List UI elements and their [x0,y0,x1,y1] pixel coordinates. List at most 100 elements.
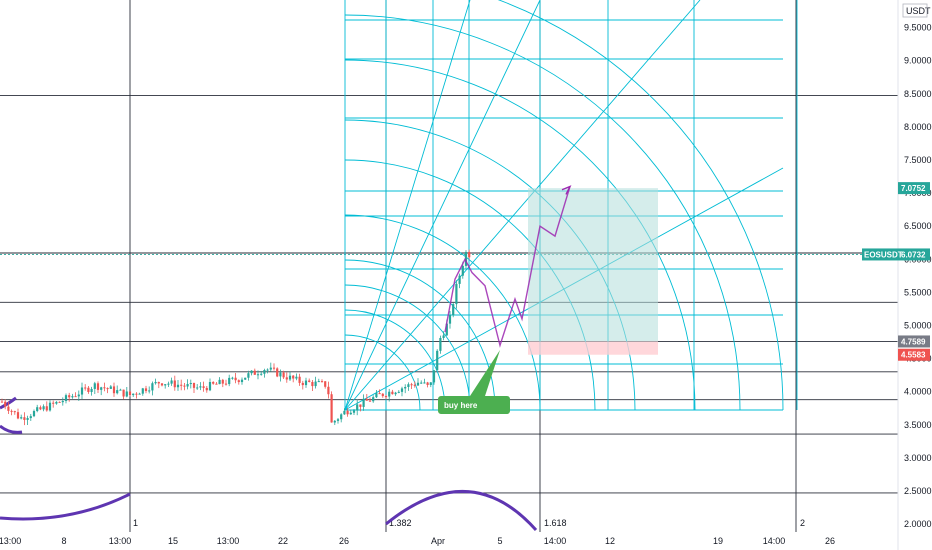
price-tick-label: 4.0000 [904,387,932,397]
price-tick-label: 8.5000 [904,89,932,99]
time-tick-label: 14:00 [544,536,567,546]
candle-body [119,389,122,391]
price-tick-label: 9.5000 [904,23,932,33]
candle-body [23,417,26,420]
candle-body [212,382,215,384]
candle-body [413,384,416,386]
candle-body [324,381,327,387]
fib-arc [497,0,784,411]
candle-body [13,411,16,413]
candle-body [375,393,378,398]
candle-body [340,414,343,420]
candle-body [93,383,96,389]
candle-body [368,400,372,402]
candle-body [87,387,90,392]
candle-body [285,377,288,380]
candle-body [426,382,429,385]
candle-body [164,384,167,386]
candle-body [135,393,138,395]
candle-body [55,401,58,404]
candle-body [298,376,301,383]
stop-price-badge-bg [898,348,930,361]
candle-body [112,386,116,394]
fib-arc [344,214,541,411]
candle-body [151,383,154,391]
time-tick-label: 13:00 [217,536,240,546]
candle-body [381,393,384,397]
candle-body [144,388,148,392]
candle-body [64,395,68,402]
candle-body [234,377,237,381]
candle-body [125,391,128,397]
candle-body [320,381,324,383]
candle-body [468,251,471,258]
candle-body [266,369,269,371]
candle-body [116,390,119,394]
candle-body [404,386,407,389]
time-axis[interactable]: 13:00 8 13:00 15 13:00 22 26 Apr 5 14:00 12 19 14:00… [0,536,835,546]
candle-body [372,397,375,402]
candle-body [42,406,45,410]
entry-price-badge-bg [898,335,930,348]
time-tick-label: 12 [605,536,615,546]
candle-body [391,391,394,395]
price-tick-label: 2.0000 [904,519,932,529]
candle-body [410,384,413,386]
candle-body [237,380,240,383]
fib-time-label: 1 [133,518,138,528]
price-tick-label: 6.5000 [904,221,932,231]
time-tick-label: 26 [339,536,349,546]
fib-arc [344,59,696,411]
candle-body [336,419,340,421]
fib-time-label: 1.382 [389,518,412,528]
candle-body [253,370,256,375]
candle-body [432,370,436,383]
candle-body [263,369,266,374]
candle-body [192,382,196,388]
candle-body [461,265,464,276]
time-tick-label: 14:00 [763,536,786,546]
candle-body [247,373,250,378]
profit-zone [528,188,658,342]
candle-body [4,401,7,407]
candle-body [346,410,349,415]
candle-body [304,380,308,386]
candle-body [407,384,410,387]
fib-fan-line [344,0,701,411]
forecast-line [444,186,571,348]
candle-body [464,251,468,266]
candle-body [240,379,244,383]
candle-body [96,383,100,390]
price-tick-label: 9.0000 [904,56,932,66]
candle-body [39,407,42,410]
target-price-badge-bg [898,182,930,195]
time-tick-label: 15 [168,536,178,546]
candle-body [333,420,336,423]
position-zones [528,188,658,355]
cycle-arc [0,424,23,434]
candle-body [359,404,362,407]
candlestick-series [0,249,471,426]
candle-body [52,402,55,404]
candle-body [317,381,320,383]
callout-box [438,396,510,414]
candle-body [228,377,231,385]
time-tick-label: 22 [278,536,288,546]
forecast-arrowhead [561,185,572,195]
fib-arc [344,14,741,411]
candle-body [327,386,330,395]
candle-body [10,410,13,412]
candle-body [199,386,202,388]
candle-body [157,381,160,384]
price-tick-label: 5.0000 [904,321,932,331]
candle-body [189,382,192,385]
callout-pointer [470,350,500,396]
candle-body [439,337,442,351]
candle-body [400,388,404,392]
price-tick-label: 2.5000 [904,486,932,496]
forecast-path [444,185,572,348]
last-price-badge-bg [898,248,930,261]
candle-body [442,335,445,338]
